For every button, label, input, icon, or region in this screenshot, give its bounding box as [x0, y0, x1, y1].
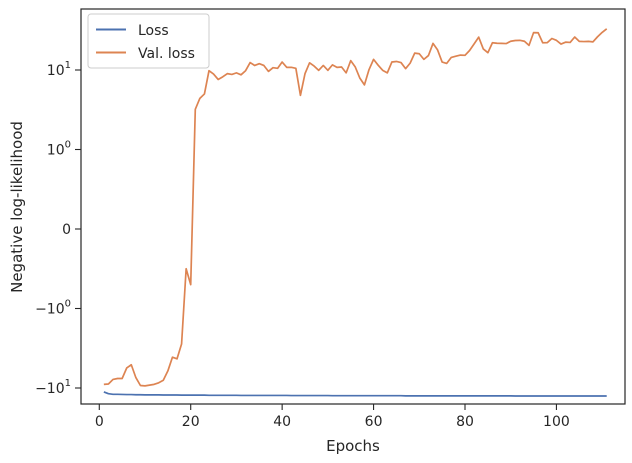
plot-frame — [80, 8, 626, 405]
x-tick-label: 0 — [95, 414, 104, 430]
legend-label-loss: Loss — [138, 23, 169, 39]
y-tick-label: 101 — [47, 60, 71, 79]
x-tick-label: 80 — [456, 414, 474, 430]
y-tick-label: 0 — [62, 222, 71, 238]
series-layer — [103, 28, 608, 397]
y-axis-label: Negative log-likelihood — [8, 121, 26, 293]
x-tick-label: 100 — [543, 414, 570, 430]
y-tick-label: 100 — [47, 140, 71, 159]
x-axis: 0 20 40 60 80 100 — [95, 404, 570, 430]
legend: Loss Val. loss — [87, 13, 210, 69]
y-axis: −101 −100 0 100 101 — [35, 60, 81, 397]
series-line-val-loss — [103, 28, 608, 387]
x-tick-label: 20 — [182, 414, 200, 430]
legend-box — [87, 13, 210, 69]
x-axis-label: Epochs — [326, 437, 380, 455]
series-line-loss — [103, 391, 607, 397]
x-tick-label: 40 — [273, 414, 291, 430]
legend-label-val-loss: Val. loss — [138, 46, 195, 62]
y-tick-label: −100 — [35, 299, 71, 318]
x-tick-label: 60 — [365, 414, 383, 430]
y-tick-label: −101 — [35, 378, 71, 397]
